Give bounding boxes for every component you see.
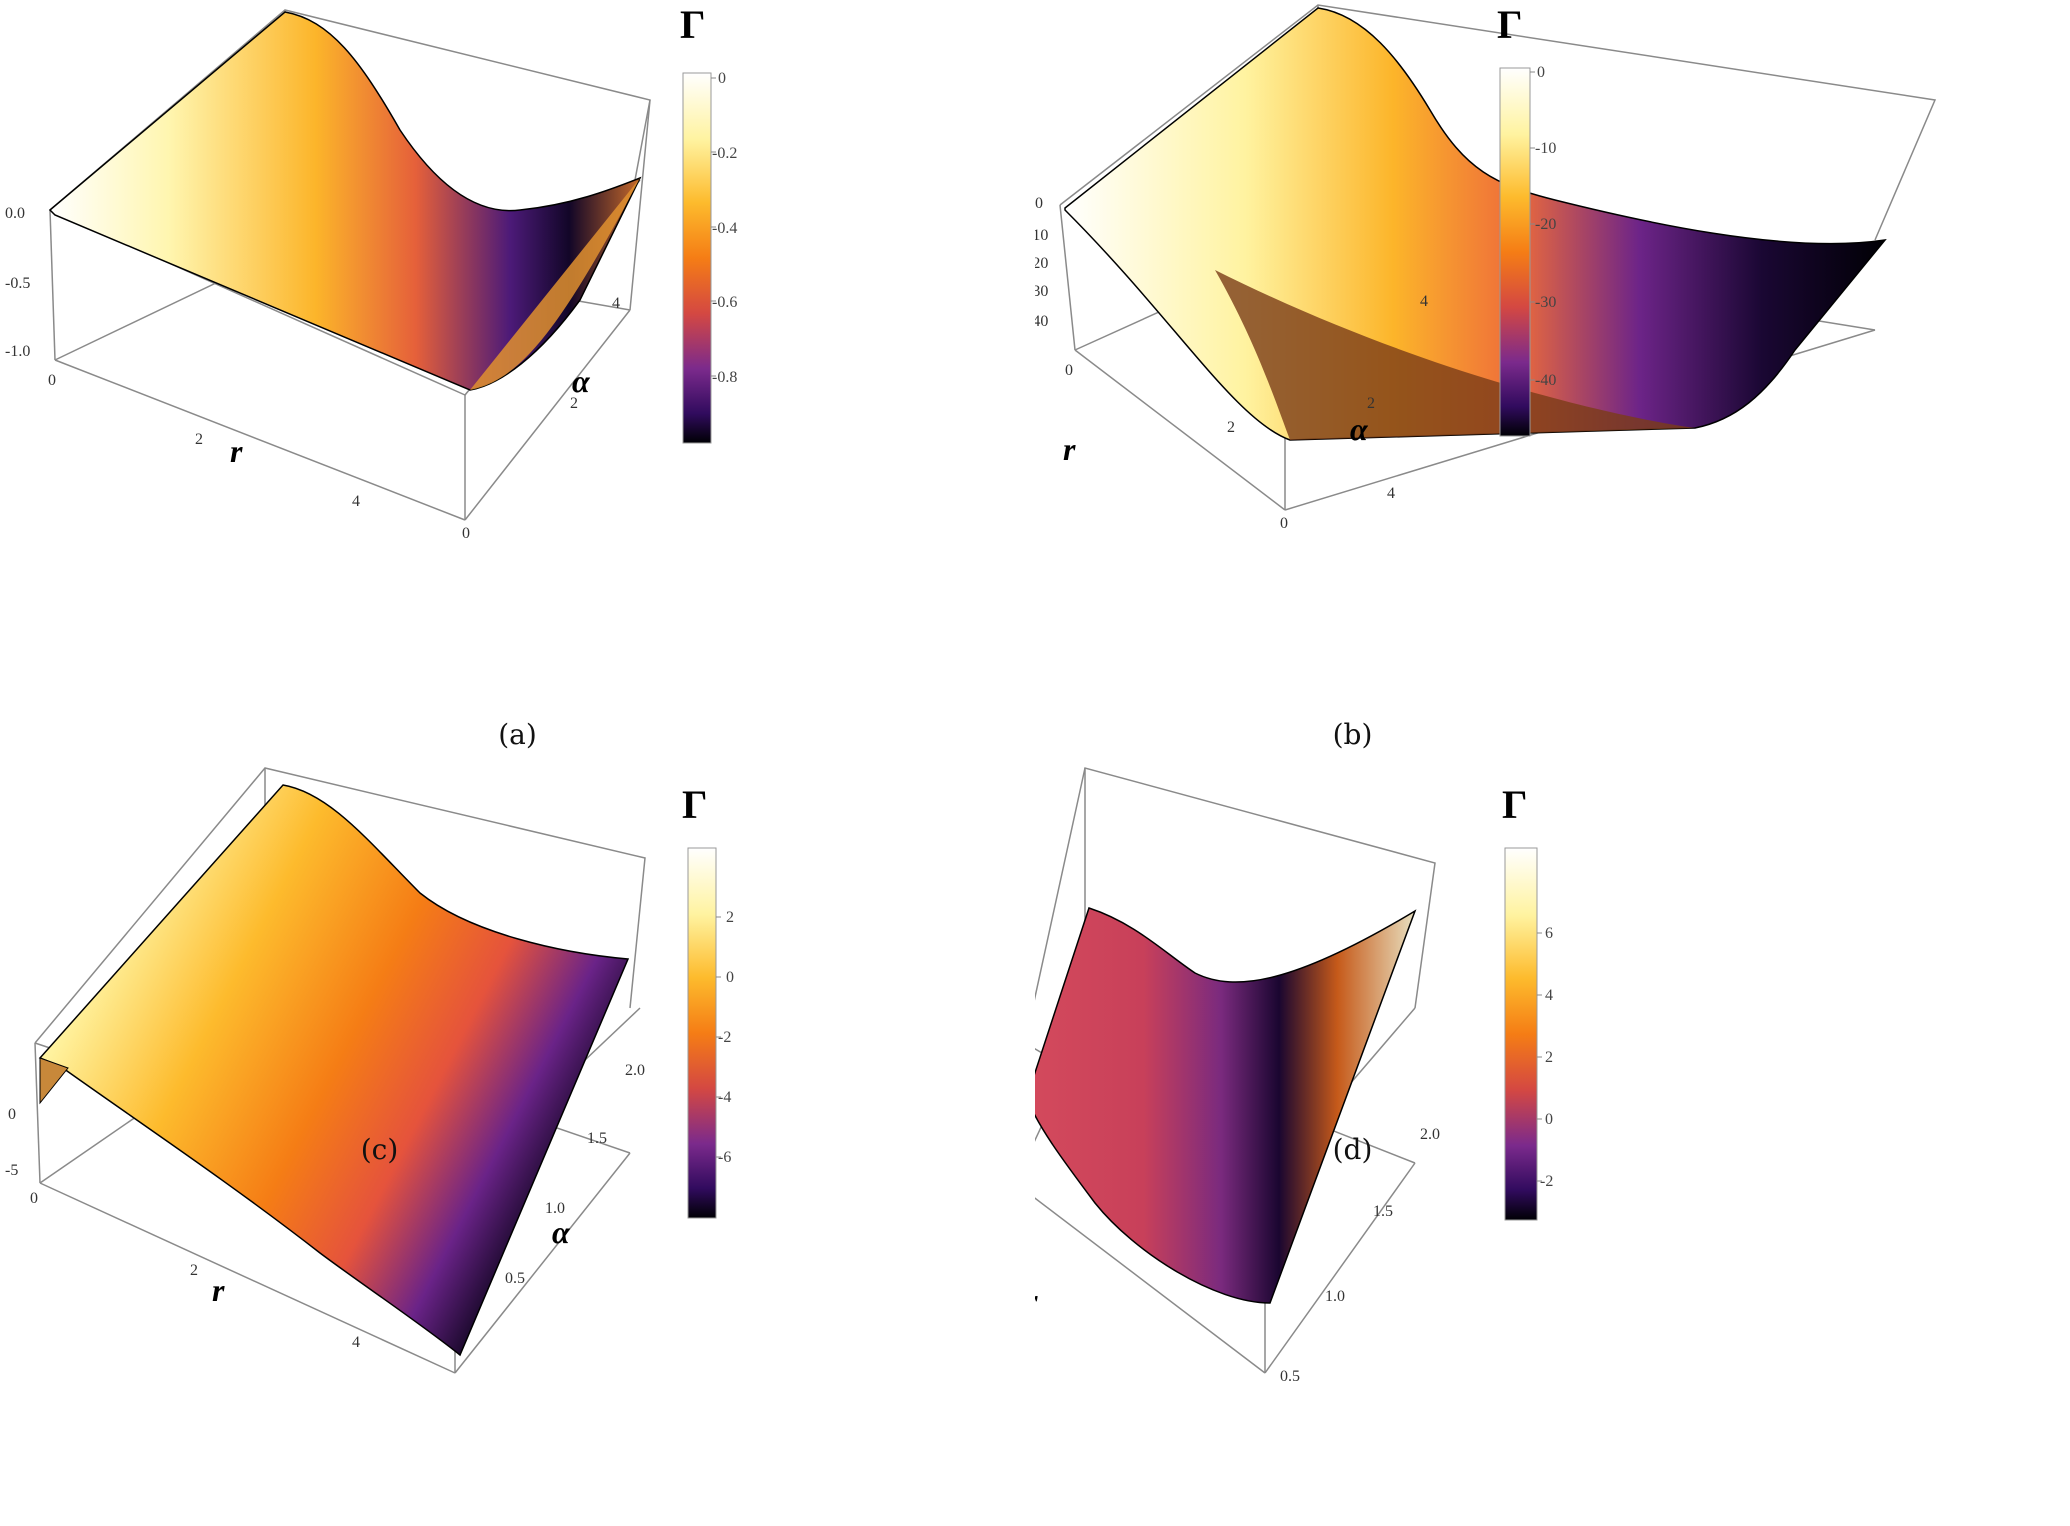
surface-plot-a: 0.0 -0.5 -1.0 0 2 4 0 2 4 r α Γ 0 -0.2 -…: [5, 2, 737, 542]
cbar-tick-c-0: 2: [726, 909, 734, 926]
caption-a: (a): [498, 718, 537, 751]
x-tick-c-0: 0: [30, 1190, 38, 1207]
z-tick-b-3: -30: [1035, 283, 1048, 300]
x-axis-label-b: r: [1063, 431, 1076, 467]
x-tick-a-2: 4: [352, 493, 360, 510]
cbar-tick-a-1: -0.2: [712, 145, 737, 162]
cbar-tick-a-3: -0.6: [712, 294, 737, 311]
cbar-tick-c-1: 0: [726, 969, 734, 986]
y-tick-d-1: 1.0: [1325, 1288, 1345, 1305]
z-tick-b-4: -40: [1035, 313, 1048, 330]
cbar-tick-c-2: -2: [718, 1029, 731, 1046]
cbar-tick-c-4: -6: [718, 1149, 731, 1166]
cbar-tick-d-4: -2: [1540, 1173, 1553, 1190]
panel-c: 0 -5 0 2 4 0.5 1.0 1.5 2.0 r α Γ 2 0 -2 …: [0, 763, 1035, 1526]
cbar-tick-b-4: -40: [1535, 372, 1556, 389]
cbar-tick-a-4: -0.8: [712, 369, 737, 386]
y-tick-c-3: 2.0: [625, 1062, 645, 1079]
cbar-tick-d-2: 2: [1545, 1049, 1553, 1066]
z-tick-a-0: 0.0: [5, 205, 25, 222]
cbar-tick-c-3: -4: [718, 1089, 731, 1106]
x-tick-b-2: 4: [1387, 485, 1395, 502]
z-tick-b-0: 0: [1035, 195, 1043, 212]
colorbar-d: [1504, 847, 1538, 1221]
colorbar-a: [682, 72, 712, 444]
y-tick-d-2: 1.5: [1373, 1203, 1393, 1220]
panel-d: 5 0 0 2 4 0.5 1.0 1.5 2.0 r α Γ 6 4 2 0 …: [1035, 763, 2070, 1526]
y-axis-label-b: α: [1350, 411, 1369, 447]
y-tick-c-1: 1.0: [545, 1200, 565, 1217]
x-axis-label-a: r: [230, 433, 243, 469]
y-tick-b-1: 2: [1367, 395, 1375, 412]
surface-d: [1035, 907, 1417, 1304]
caption-d: (d): [1332, 1133, 1373, 1166]
cbar-tick-d-1: 4: [1545, 987, 1553, 1004]
z-tick-c-0: 0: [8, 1106, 16, 1123]
x-tick-b-1: 2: [1227, 419, 1235, 436]
y-axis-label-a: α: [572, 363, 591, 399]
caption-b: (b): [1332, 718, 1373, 751]
colorbar-title-b: Γ: [1497, 2, 1522, 47]
cbar-tick-a-2: -0.4: [712, 220, 737, 237]
panel-b: 0 -10 -20 -30 -40 0 2 4 0 2 4 r α Γ 0 -1…: [1035, 0, 2070, 763]
cbar-tick-b-0: 0: [1537, 64, 1545, 81]
y-tick-d-0: 0.5: [1280, 1368, 1300, 1385]
z-tick-b-1: -10: [1035, 227, 1048, 244]
x-tick-a-1: 2: [195, 431, 203, 448]
surface-c: [38, 784, 630, 1357]
y-axis-label-c: α: [552, 1214, 571, 1250]
y-tick-d-3: 2.0: [1420, 1126, 1440, 1143]
cbar-tick-d-3: 0: [1545, 1111, 1553, 1128]
x-tick-b-0: 0: [1065, 362, 1073, 379]
x-tick-a-0: 0: [48, 372, 56, 389]
z-tick-a-1: -0.5: [5, 275, 30, 292]
colorbar-b: [1499, 67, 1531, 437]
surface-plot-d: 5 0 0 2 4 0.5 1.0 1.5 2.0 r α Γ 6 4 2 0 …: [1035, 767, 1553, 1385]
y-tick-a-1: 2: [570, 395, 578, 412]
z-tick-b-2: -20: [1035, 255, 1048, 272]
colorbar-title-d: Γ: [1502, 782, 1527, 827]
y-tick-c-0: 0.5: [505, 1270, 525, 1287]
caption-c: (c): [360, 1133, 399, 1166]
surface-plot-c: 0 -5 0 2 4 0.5 1.0 1.5 2.0 r α Γ 2 0 -2 …: [5, 767, 734, 1374]
surface-a: [48, 11, 642, 391]
surface-plot-b: 0 -10 -20 -30 -40 0 2 4 0 2 4 r α Γ 0 -1…: [1035, 2, 1937, 532]
y-tick-c-2: 1.5: [587, 1130, 607, 1147]
colorbar-c: [687, 847, 717, 1219]
x-axis-label-d: r: [1035, 1282, 1038, 1318]
x-axis-label-c: r: [212, 1272, 225, 1308]
cbar-tick-b-1: -10: [1535, 140, 1556, 157]
z-tick-a-2: -1.0: [5, 343, 30, 360]
colorbar-title-c: Γ: [682, 782, 707, 827]
z-tick-c-1: -5: [5, 1162, 18, 1179]
x-tick-c-1: 2: [190, 1262, 198, 1279]
y-tick-a-2: 4: [612, 295, 620, 312]
cbar-tick-b-2: -20: [1535, 216, 1556, 233]
cbar-tick-b-3: -30: [1535, 294, 1556, 311]
panel-a: 0.0 -0.5 -1.0 0 2 4 0 2 4 r α Γ 0 -0.2 -…: [0, 0, 1035, 763]
cbar-tick-a-0: 0: [718, 70, 726, 87]
cbar-tick-d-0: 6: [1545, 925, 1553, 942]
x-tick-c-2: 4: [352, 1334, 360, 1351]
y-tick-b-0: 0: [1280, 515, 1288, 532]
y-tick-a-0: 0: [462, 525, 470, 542]
colorbar-title-a: Γ: [680, 2, 705, 47]
y-tick-b-2: 4: [1420, 293, 1428, 310]
